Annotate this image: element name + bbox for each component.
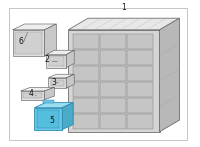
Polygon shape	[48, 78, 66, 88]
Polygon shape	[13, 30, 44, 56]
Text: 6: 6	[18, 37, 23, 46]
Polygon shape	[160, 18, 179, 132]
FancyBboxPatch shape	[73, 115, 99, 129]
Polygon shape	[68, 30, 160, 132]
Polygon shape	[46, 55, 66, 68]
Polygon shape	[44, 24, 56, 56]
Polygon shape	[34, 108, 62, 130]
FancyBboxPatch shape	[127, 66, 153, 81]
FancyBboxPatch shape	[100, 98, 126, 113]
Polygon shape	[21, 87, 54, 91]
Polygon shape	[48, 74, 74, 78]
FancyBboxPatch shape	[49, 56, 64, 66]
Text: 1: 1	[121, 3, 126, 12]
FancyBboxPatch shape	[73, 50, 99, 65]
FancyBboxPatch shape	[73, 82, 99, 97]
FancyBboxPatch shape	[100, 34, 126, 49]
Polygon shape	[13, 24, 56, 30]
FancyBboxPatch shape	[43, 100, 54, 103]
FancyBboxPatch shape	[100, 50, 126, 65]
FancyBboxPatch shape	[127, 34, 153, 49]
FancyBboxPatch shape	[100, 66, 126, 81]
Polygon shape	[46, 50, 74, 55]
Text: 4: 4	[29, 89, 34, 98]
Polygon shape	[34, 103, 73, 108]
FancyBboxPatch shape	[73, 66, 99, 81]
FancyBboxPatch shape	[15, 32, 42, 54]
Polygon shape	[66, 50, 74, 68]
Text: 2: 2	[45, 55, 50, 64]
Text: 5: 5	[49, 116, 54, 125]
FancyBboxPatch shape	[100, 82, 126, 97]
FancyBboxPatch shape	[51, 80, 64, 86]
FancyBboxPatch shape	[127, 98, 153, 113]
FancyBboxPatch shape	[37, 110, 59, 127]
FancyBboxPatch shape	[73, 98, 99, 113]
Polygon shape	[62, 103, 73, 130]
FancyBboxPatch shape	[127, 82, 153, 97]
FancyBboxPatch shape	[23, 93, 42, 98]
FancyBboxPatch shape	[100, 115, 126, 129]
FancyBboxPatch shape	[127, 115, 153, 129]
Text: 3: 3	[52, 78, 57, 87]
Polygon shape	[68, 18, 179, 30]
Polygon shape	[66, 74, 74, 88]
FancyBboxPatch shape	[127, 50, 153, 65]
Polygon shape	[44, 87, 54, 100]
FancyBboxPatch shape	[73, 34, 99, 49]
Polygon shape	[21, 91, 44, 100]
